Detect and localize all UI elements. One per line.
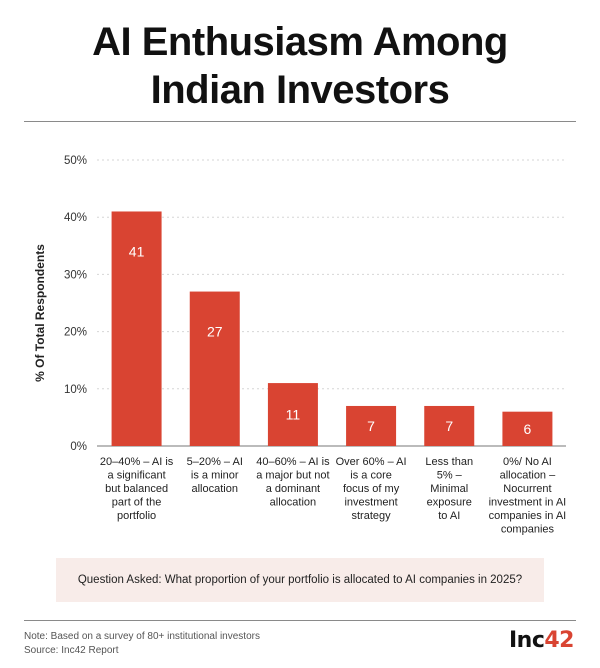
x-category-label-line: allocation [192, 483, 238, 495]
x-category-label: 40–60% – AI is a major but not a dominant a… [256, 456, 330, 509]
bar-chart: 0% 10% 20% 30% 40% 50% % Of Total Respondents 4… [33, 155, 567, 536]
x-category-label-line: companies in AI [489, 510, 567, 522]
x-category-label-line: exposure [427, 497, 472, 509]
note-text: Note: Based on a survey of 80+ instituti… [24, 631, 260, 642]
x-category-label: 0%/ No AI allocation – Nocurrent investment… [489, 456, 567, 536]
x-category-label-line: is a minor [191, 470, 239, 482]
x-category-label-line: investment in AI [489, 497, 567, 509]
question-box: Question Asked: What proportion of your … [56, 558, 544, 602]
chart-title: AI Enthusiasm Among Indian Investors [0, 18, 600, 114]
bar-value-label: 7 [445, 418, 453, 434]
x-category-label-line: 20–40% – AI is [100, 456, 174, 468]
bar-value-label: 11 [286, 407, 301, 423]
bar-value-label: 41 [129, 243, 145, 259]
x-category-label-line: portfolio [117, 510, 156, 522]
bar [267, 383, 318, 446]
bar-value-label: 27 [207, 324, 223, 340]
x-category-label-line: a significant [108, 470, 166, 482]
y-tick-label: 20% [64, 327, 87, 339]
x-category-label: 20–40% – AI is a significant but balanced p… [100, 456, 174, 522]
bar [111, 211, 162, 446]
x-category-label: 5–20% – AI is a minor allocation [187, 456, 243, 495]
x-category-label-line: Minimal [430, 483, 468, 495]
bottom-divider [24, 620, 576, 621]
x-category-label-line: 5% – [437, 470, 463, 482]
x-category-label-line: a major but not [256, 470, 329, 482]
inc42-logo: Inc42 [508, 628, 575, 653]
x-category-label-line: investment [344, 497, 397, 509]
bar-value-label: 7 [367, 418, 375, 434]
source-text: Source: Inc42 Report [24, 645, 119, 656]
x-category-label-line: part of the [112, 497, 162, 509]
question-text: Question Asked: What proportion of your … [77, 574, 523, 586]
y-tick-label: 10% [64, 384, 87, 396]
bar [189, 291, 240, 446]
logo-accent: 42 [544, 628, 574, 653]
x-category-label-line: is a core [350, 470, 392, 482]
x-category-label-line: Nocurrent [503, 483, 551, 495]
x-category-label-line: allocation [270, 497, 316, 509]
x-category-label-line: 40–60% – AI is [256, 456, 330, 468]
title-line-1: AI Enthusiasm Among [92, 20, 508, 64]
y-tick-label: 0% [70, 441, 87, 453]
footnote: Note: Based on a survey of 80+ instituti… [24, 630, 260, 658]
bar [346, 405, 397, 446]
x-category-label-line: but balanced [105, 483, 168, 495]
x-category-label-line: 5–20% – AI [187, 456, 243, 468]
x-category-label-line: strategy [352, 510, 392, 522]
y-tick-label: 30% [64, 269, 87, 281]
x-category-label-line: Less than [425, 456, 473, 468]
bar-value-label: 6 [524, 421, 532, 437]
title-line-2: Indian Investors [150, 68, 450, 112]
bar [424, 405, 475, 446]
x-category-label-line: allocation – [500, 470, 557, 482]
y-axis-label: % Of Total Respondents [33, 244, 47, 382]
x-category-label-line: focus of my [343, 483, 400, 495]
x-category-label-line: Over 60% – AI [336, 456, 407, 468]
x-category-label-line: to AI [438, 510, 460, 522]
y-tick-label: 50% [64, 155, 87, 167]
x-category-label: Less than 5% – Minimal exposure to AI [425, 456, 473, 522]
logo-main: Inc [508, 628, 545, 653]
x-category-label-line: companies [501, 524, 555, 536]
top-divider [24, 121, 576, 122]
bar [502, 411, 553, 446]
x-category-label-line: 0%/ No AI [503, 456, 552, 468]
y-tick-label: 40% [64, 212, 87, 224]
x-category-label-line: a dominant [266, 483, 320, 495]
x-category-label: Over 60% – AI is a core focus of my investm… [336, 456, 407, 522]
